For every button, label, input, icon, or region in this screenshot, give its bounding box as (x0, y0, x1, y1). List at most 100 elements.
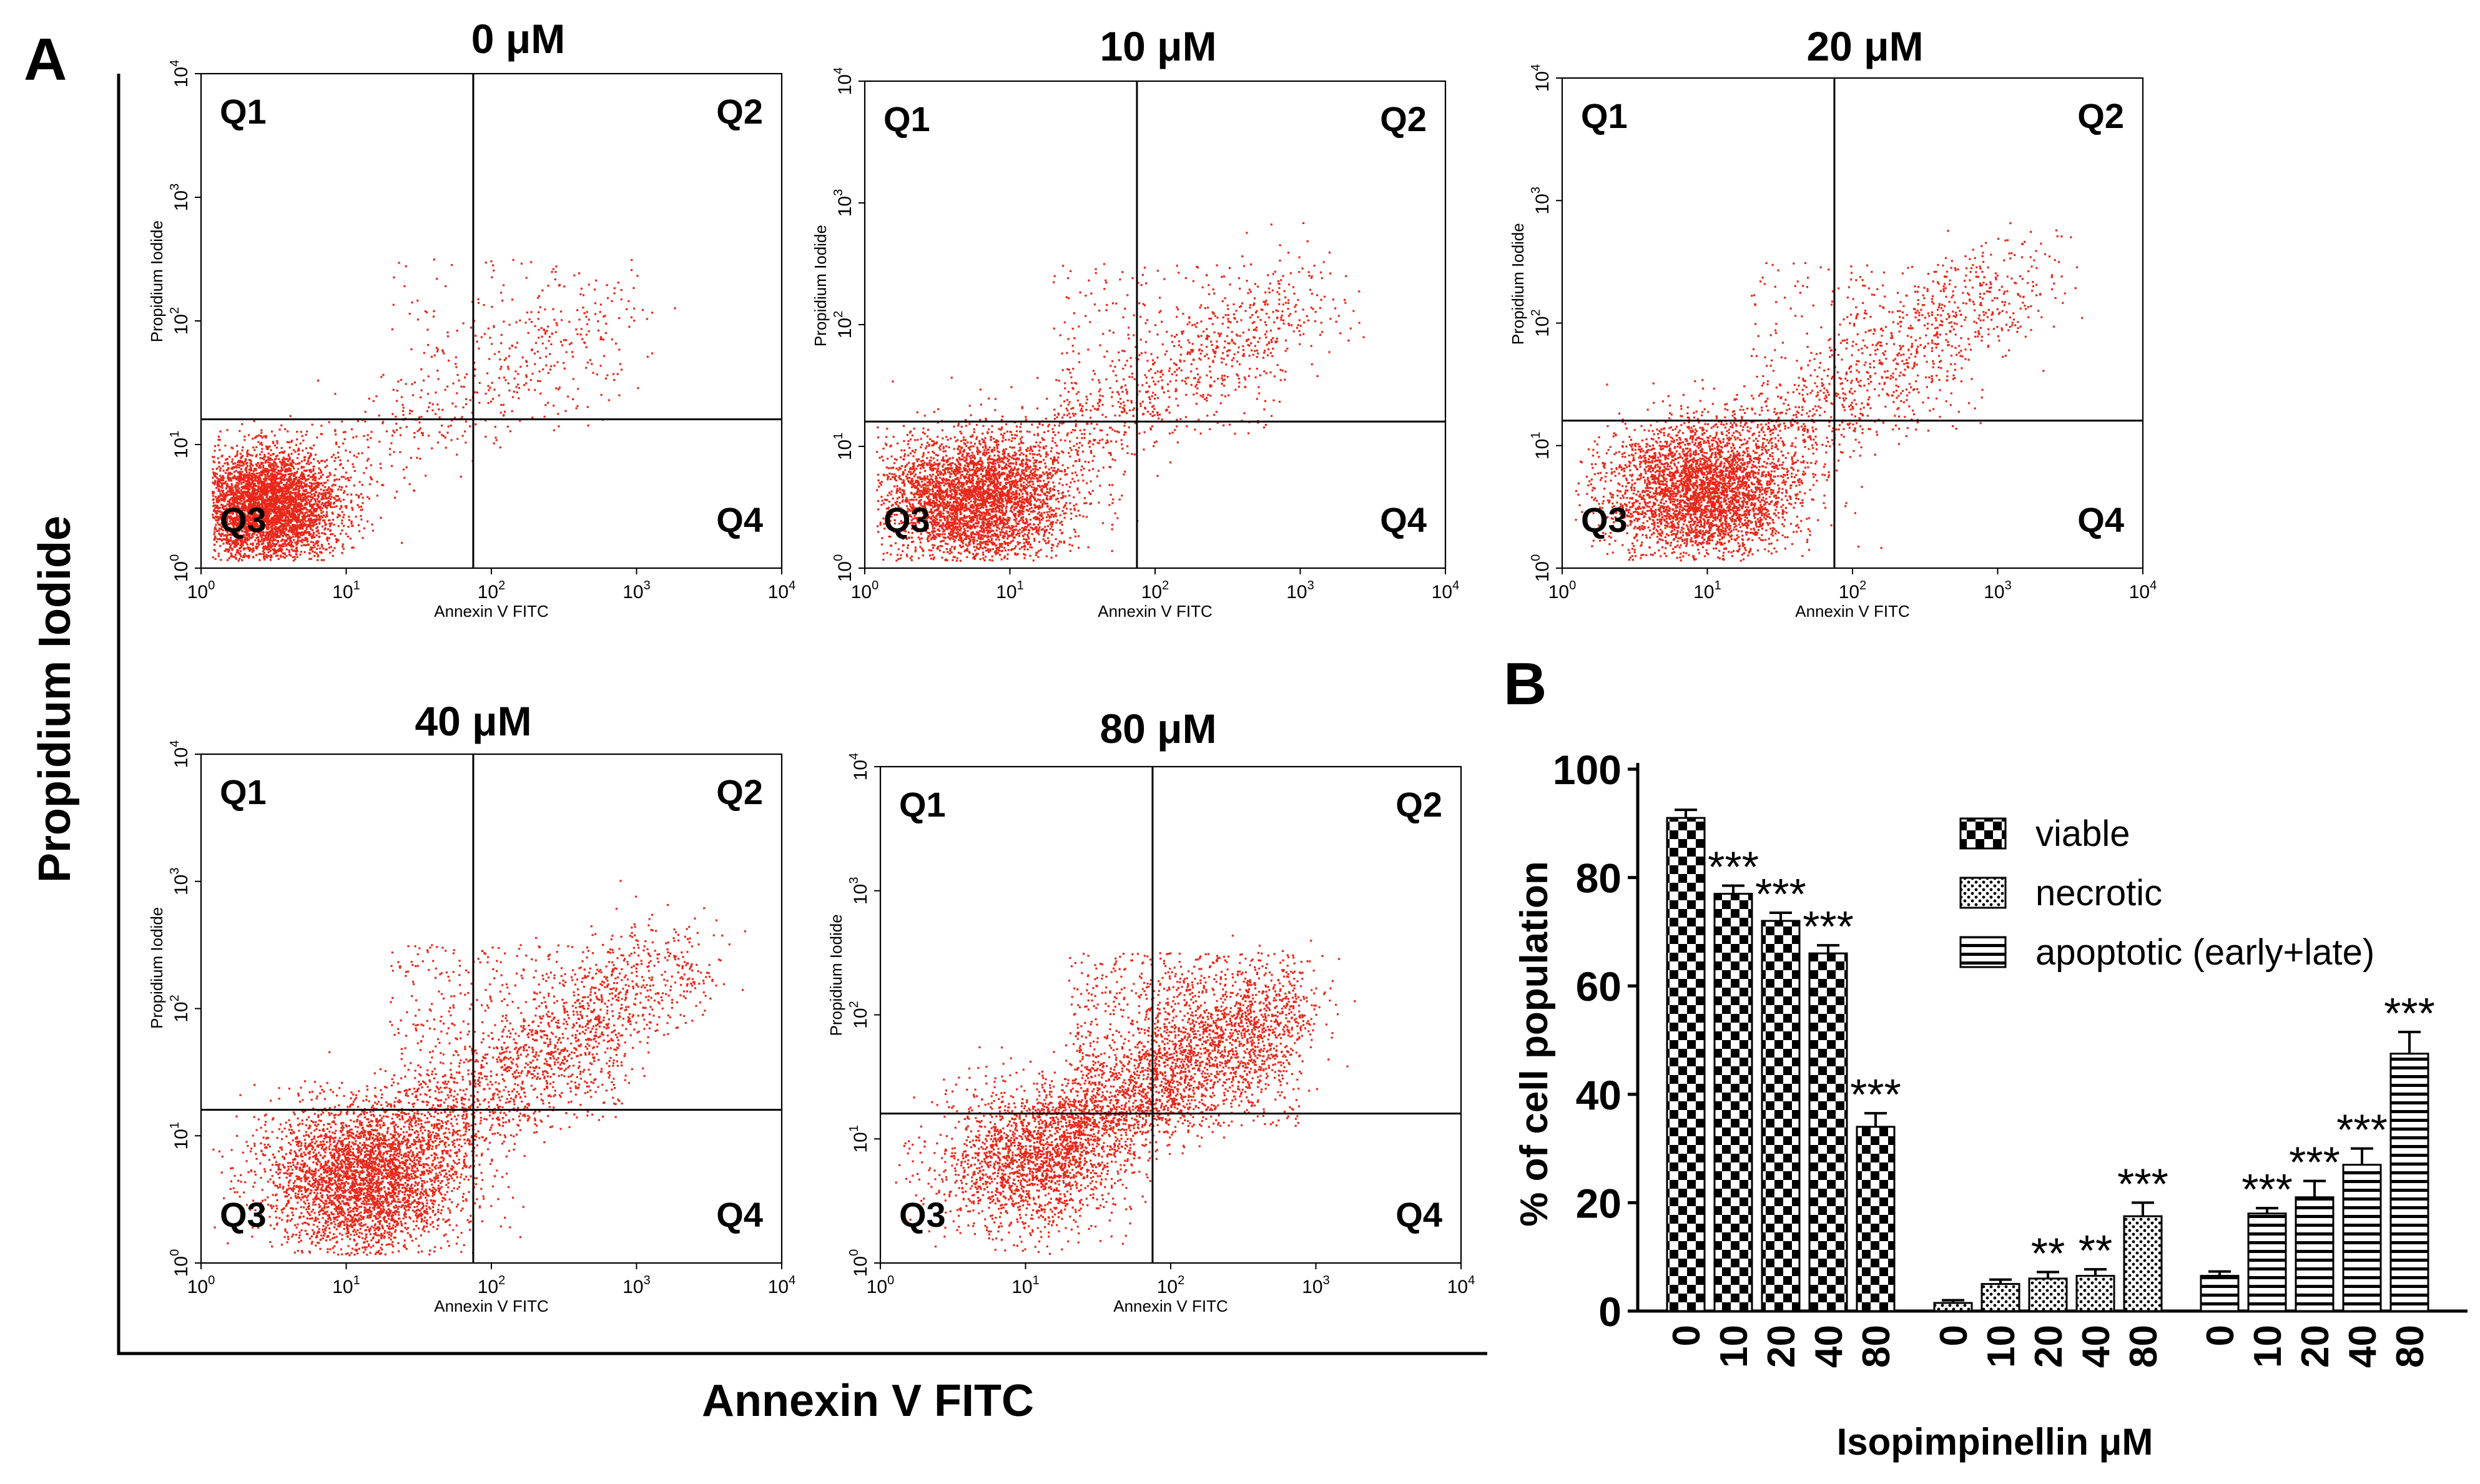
event-dot (307, 524, 309, 526)
event-dot (214, 445, 217, 448)
event-dot (283, 458, 286, 460)
event-dot (556, 361, 559, 363)
event-dot (270, 510, 273, 513)
event-dot (217, 457, 219, 459)
event-dot (283, 504, 285, 507)
event-dot (551, 332, 553, 335)
event-dot (321, 507, 323, 509)
event-dot (400, 396, 403, 398)
event-dot (225, 492, 228, 494)
event-dot (246, 461, 248, 464)
event-dot (456, 453, 458, 456)
event-dot (239, 508, 241, 510)
event-dot (538, 295, 541, 297)
event-dot (514, 346, 517, 349)
event-dot (982, 425, 985, 427)
event-dot (273, 522, 276, 524)
event-dot (272, 467, 275, 470)
event-dot (229, 543, 231, 545)
event-dot (251, 475, 253, 478)
event-dot (262, 540, 264, 543)
event-dot (326, 504, 329, 507)
event-dot (353, 469, 356, 472)
event-dot (312, 469, 315, 472)
event-dot (270, 534, 272, 536)
event-dot (284, 500, 287, 503)
event-dot (301, 527, 303, 529)
event-dot (267, 543, 270, 546)
event-dot (958, 423, 960, 425)
event-dot (251, 455, 253, 457)
event-dot (289, 518, 292, 521)
event-dot (328, 486, 330, 489)
event-dot (280, 511, 282, 514)
event-dot (214, 475, 217, 478)
event-dot (270, 554, 272, 557)
event-dot (282, 478, 285, 480)
event-dot (603, 315, 605, 318)
event-dot (316, 436, 318, 439)
event-dot (256, 435, 258, 438)
event-dot (297, 480, 300, 483)
event-dot (252, 548, 255, 551)
event-dot (300, 544, 303, 547)
event-dot (488, 389, 490, 391)
event-dot (229, 501, 231, 503)
event-dot (324, 506, 327, 508)
event-dot (287, 507, 290, 509)
event-dot (242, 497, 244, 499)
event-dot (526, 365, 528, 367)
event-dot (285, 524, 287, 527)
event-dot (219, 490, 221, 493)
event-dot (248, 488, 251, 491)
event-dot (225, 548, 227, 551)
event-dot (275, 468, 277, 470)
event-dot (308, 469, 311, 471)
event-dot (236, 539, 239, 542)
event-dot (220, 503, 223, 506)
event-dot (309, 520, 312, 523)
event-dot (487, 402, 490, 405)
event-dot (260, 553, 262, 555)
event-dot (235, 469, 237, 472)
event-dot (235, 509, 237, 512)
event-dot (393, 276, 395, 278)
event-dot (345, 485, 348, 488)
event-dot (276, 518, 278, 521)
event-dot (278, 544, 281, 547)
event-dot (335, 441, 338, 444)
event-dot (248, 536, 252, 539)
x-tick-exponent: 1 (353, 579, 360, 592)
event-dot (212, 501, 215, 504)
event-dot (263, 435, 265, 438)
event-dot (244, 480, 247, 483)
event-dot (337, 516, 339, 519)
event-dot (303, 459, 306, 461)
event-dot (239, 478, 241, 481)
event-dot (215, 513, 218, 515)
event-dot (325, 459, 328, 461)
event-dot (1048, 532, 1051, 534)
event-dot (311, 514, 313, 517)
event-dot (311, 503, 314, 506)
event-dot (265, 496, 268, 498)
event-dot (227, 473, 230, 475)
event-dot (350, 501, 352, 504)
event-dot (313, 508, 315, 511)
event-dot (246, 479, 248, 482)
y-tick-label: 104 (168, 60, 192, 88)
event-dot (244, 507, 246, 509)
event-dot (310, 507, 313, 509)
event-dot (294, 477, 297, 479)
event-dot (493, 442, 495, 445)
event-dot (237, 533, 239, 536)
event-dot (310, 447, 313, 450)
event-dot (284, 508, 287, 510)
event-dot (222, 464, 224, 468)
event-dot (242, 494, 245, 497)
event-dot (541, 335, 543, 338)
event-dot (357, 496, 360, 499)
event-dot (332, 533, 334, 535)
event-dot (456, 392, 458, 395)
event-dot (1077, 509, 1080, 512)
